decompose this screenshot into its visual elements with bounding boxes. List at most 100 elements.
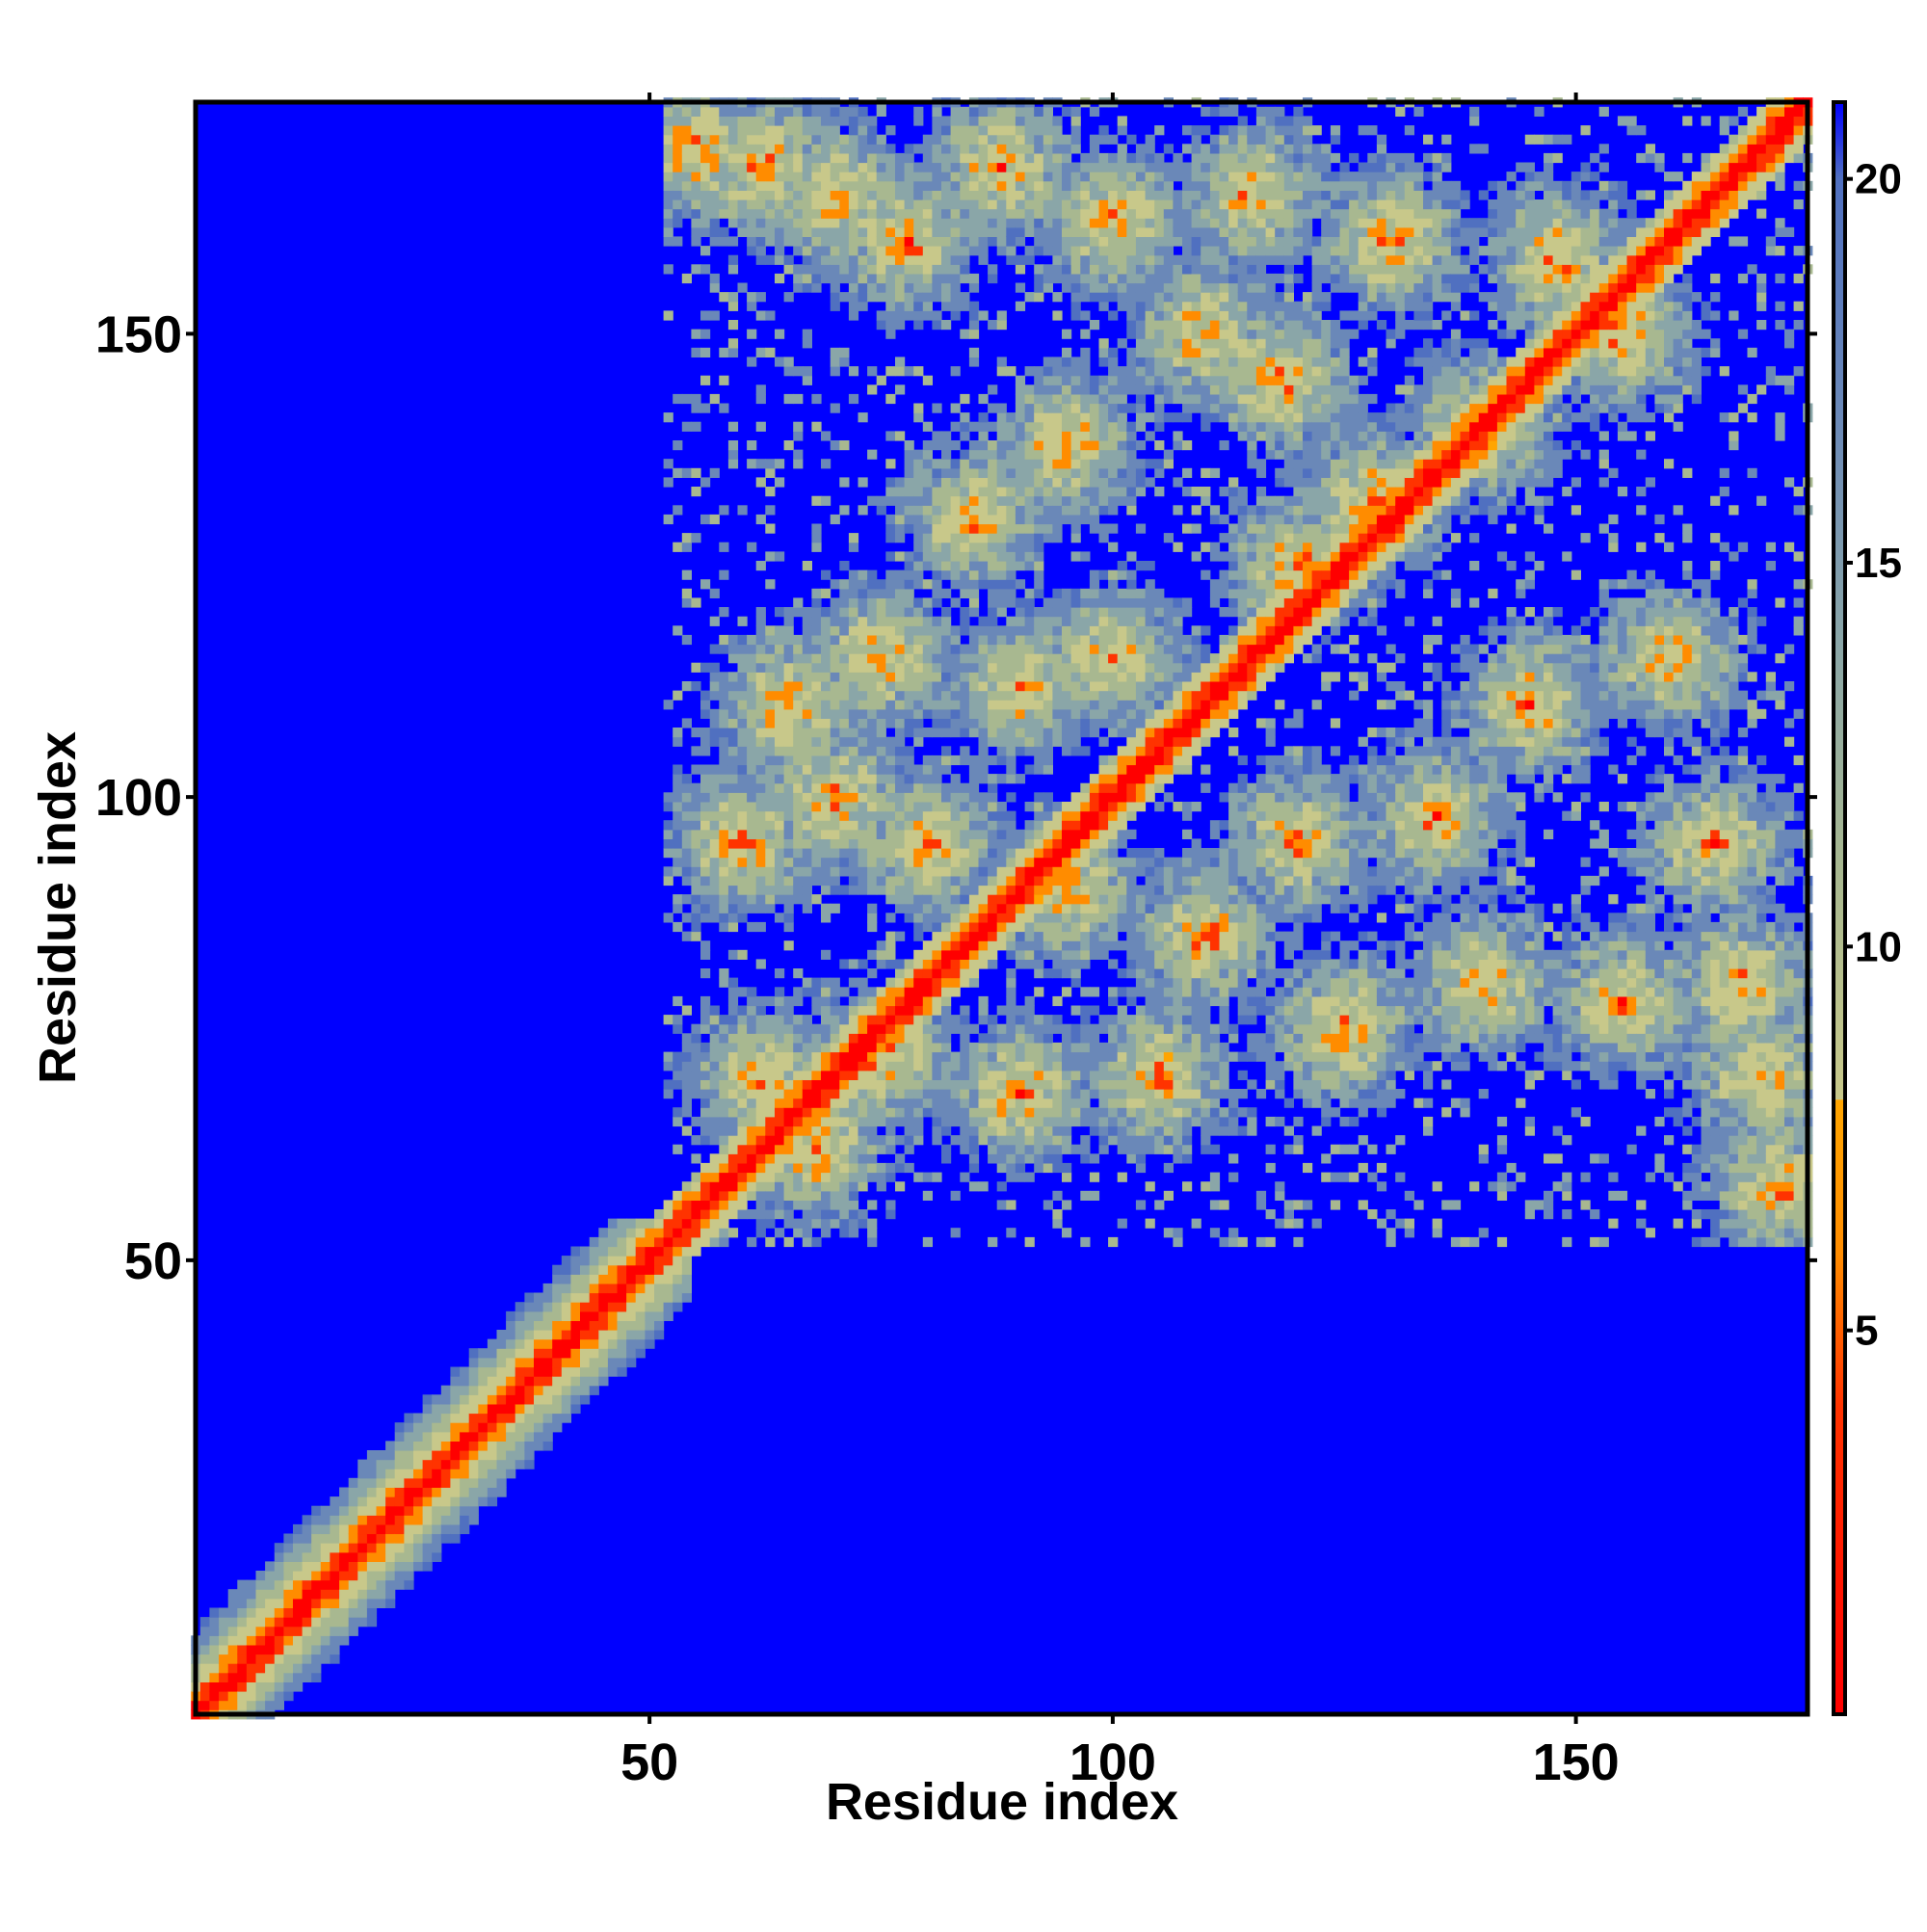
heatmap-cell [996,736,1007,747]
heatmap-cell [580,1385,591,1395]
heatmap-cell [858,857,868,867]
heatmap-cell [1015,254,1026,265]
heatmap-cell [811,1190,822,1201]
heatmap-cell [867,199,878,210]
heatmap-cell [432,1441,442,1451]
heatmap-cell [515,1441,525,1451]
heatmap-cell [858,662,868,673]
heatmap-cell [339,1598,350,1608]
heatmap-cell [617,1338,627,1349]
heatmap-cell [515,1302,525,1312]
heatmap-cell [691,162,701,172]
heatmap-cell [885,199,896,210]
heatmap-cell [487,1385,498,1395]
heatmap-cell [941,1061,952,1072]
heatmap-cell [876,625,886,636]
heatmap-cell [394,1469,405,1479]
heatmap-cell [265,1571,276,1581]
heatmap-cell [996,551,1007,562]
heatmap-cell [385,1487,396,1497]
heatmap-cell [895,764,906,775]
heatmap-cell [227,1607,238,1618]
heatmap-cell [755,292,766,303]
heatmap-cell [876,236,886,247]
heatmap-cell [941,125,952,136]
heatmap-cell [1070,393,1081,405]
heatmap-cell [468,1487,479,1497]
heatmap-cell [960,264,970,275]
heatmap-cell [1043,106,1053,117]
heatmap-cell [968,282,980,293]
heatmap-cell [1034,588,1044,598]
heatmap-cell [1080,838,1091,849]
heatmap-cell [1052,180,1063,191]
heatmap-cell [988,505,998,516]
heatmap-cell [357,1515,368,1525]
heatmap-cell [988,226,998,237]
heatmap-cell [737,894,748,905]
heatmap-cell [1062,199,1072,210]
heatmap-cell [320,1626,330,1636]
heatmap-cell [719,1089,729,1099]
heatmap-cell [830,736,840,747]
heatmap-cell [941,746,952,756]
heatmap-cell [1006,1135,1016,1146]
heatmap-cell [460,1505,470,1516]
heatmap-cell [858,162,868,172]
heatmap-cell [700,1089,711,1099]
heatmap-cell [950,1051,961,1062]
heatmap-cell [904,754,914,766]
heatmap-cell [209,1672,220,1682]
heatmap-cell [700,1107,711,1118]
heatmap-cell [524,1302,535,1312]
heatmap-cell [727,1089,739,1099]
heatmap-cell [996,1153,1007,1164]
heatmap-cell [1034,672,1044,682]
heatmap-cell [1070,940,1081,951]
heatmap-cell [755,246,766,256]
heatmap-cell [1034,495,1044,506]
heatmap-cell [765,875,776,887]
heatmap-cell [996,236,1007,247]
heatmap-cell [468,1413,479,1423]
heatmap-cell [932,459,942,469]
heatmap-cell [821,1228,832,1238]
heatmap-cell [663,913,673,923]
heatmap-cell [1089,431,1100,441]
heatmap-cell [302,1543,312,1553]
heatmap-cell [691,1153,701,1164]
heatmap-cell [1006,569,1016,580]
heatmap-cell [1024,542,1035,552]
heatmap-cell [1052,144,1063,154]
heatmap-cell [996,144,1007,154]
heatmap-cell [811,718,822,728]
heatmap-cell [802,218,812,228]
heatmap-cell [1034,190,1044,200]
heatmap-cell [755,1098,766,1108]
heatmap-cell [1070,931,1081,941]
heatmap-cell [968,662,980,673]
heatmap-cell [783,264,794,275]
heatmap-cell [978,866,989,877]
heatmap-cell [719,1209,729,1220]
heatmap-cell [1062,421,1072,432]
heatmap-cell [1024,764,1035,775]
heatmap-cell [802,125,812,136]
heatmap-cell [839,1015,850,1025]
heatmap-cell [348,1617,358,1628]
heatmap-cell [1006,1162,1016,1174]
heatmap-cell [932,514,942,525]
heatmap-cell [552,1330,563,1340]
heatmap-cell [737,1153,748,1164]
heatmap-cell [700,375,711,385]
heatmap-cell [932,672,942,682]
heatmap-cell [366,1551,378,1562]
heatmap-cell [932,292,942,303]
heatmap-cell [727,792,739,803]
heatmap-cell [681,1200,692,1210]
heatmap-cell [339,1515,350,1525]
heatmap-cell [645,1264,655,1275]
heatmap-cell [848,125,859,136]
heatmap-cell [913,551,924,562]
heatmap-cell [691,533,701,543]
